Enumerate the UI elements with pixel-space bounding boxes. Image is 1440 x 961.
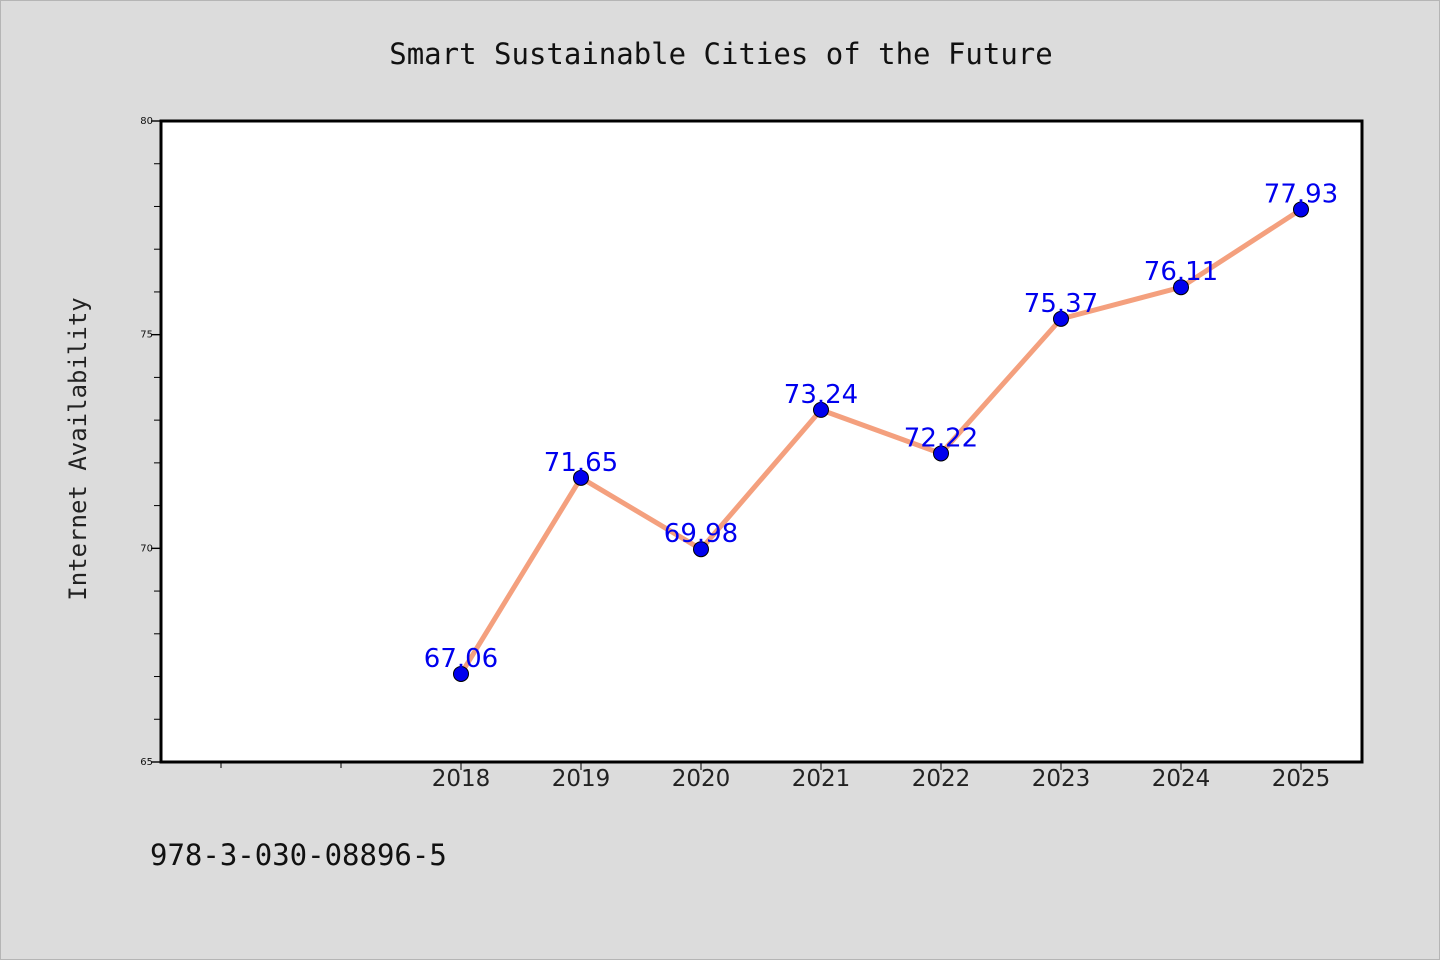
- plot-area: [159, 119, 1364, 764]
- y-tick-label: 70: [140, 543, 153, 554]
- y-minor-ticks: [154, 163, 161, 720]
- y-tick-labels: 65 70 75 80: [140, 116, 153, 768]
- y-axis-label: Internet Availability: [64, 297, 92, 600]
- y-tick-label: 65: [140, 757, 153, 768]
- data-label: 77.93: [1264, 179, 1338, 209]
- data-markers: [453, 201, 1309, 682]
- y-tick-label: 80: [140, 116, 153, 127]
- data-label: 71.65: [544, 448, 618, 478]
- x-tick-labels: 2018 2019 2020 2021 2022 2023 2024 2025: [432, 766, 1331, 792]
- x-tick-label: 2024: [1152, 766, 1211, 792]
- data-point: [1173, 279, 1189, 296]
- isbn-text: 978-3-030-08896-5: [150, 838, 447, 872]
- x-tick-label: 2025: [1272, 766, 1331, 792]
- data-label: 72.22: [904, 423, 978, 453]
- chart-title: Smart Sustainable Cities of the Future: [389, 37, 1052, 71]
- data-label: 69.98: [664, 519, 738, 549]
- data-label: 67.06: [424, 644, 498, 674]
- data-label: 76.11: [1144, 257, 1218, 287]
- y-major-ticks: [151, 120, 161, 763]
- data-point: [453, 665, 469, 682]
- data-labels: 67.06 71.65 69.98 73.24 72.22 75.37 76.11 77.93: [424, 179, 1338, 674]
- x-tick-label: 2023: [1032, 766, 1091, 792]
- data-label: 73.24: [784, 380, 858, 410]
- x-tick-label: 2019: [552, 766, 611, 792]
- x-tick-label: 2022: [912, 766, 971, 792]
- data-point: [573, 469, 589, 486]
- data-point: [1053, 310, 1069, 327]
- y-tick-label: 75: [140, 330, 153, 341]
- x-tick-label: 2021: [792, 766, 851, 792]
- x-tick-label: 2018: [432, 766, 491, 792]
- data-point: [933, 445, 949, 462]
- data-point: [693, 541, 709, 558]
- data-label: 75.37: [1024, 289, 1098, 319]
- x-tick-label: 2020: [672, 766, 731, 792]
- data-point: [813, 401, 829, 418]
- x-ticks: [220, 762, 1302, 770]
- data-point: [1293, 201, 1309, 218]
- series-line: [458, 206, 1304, 677]
